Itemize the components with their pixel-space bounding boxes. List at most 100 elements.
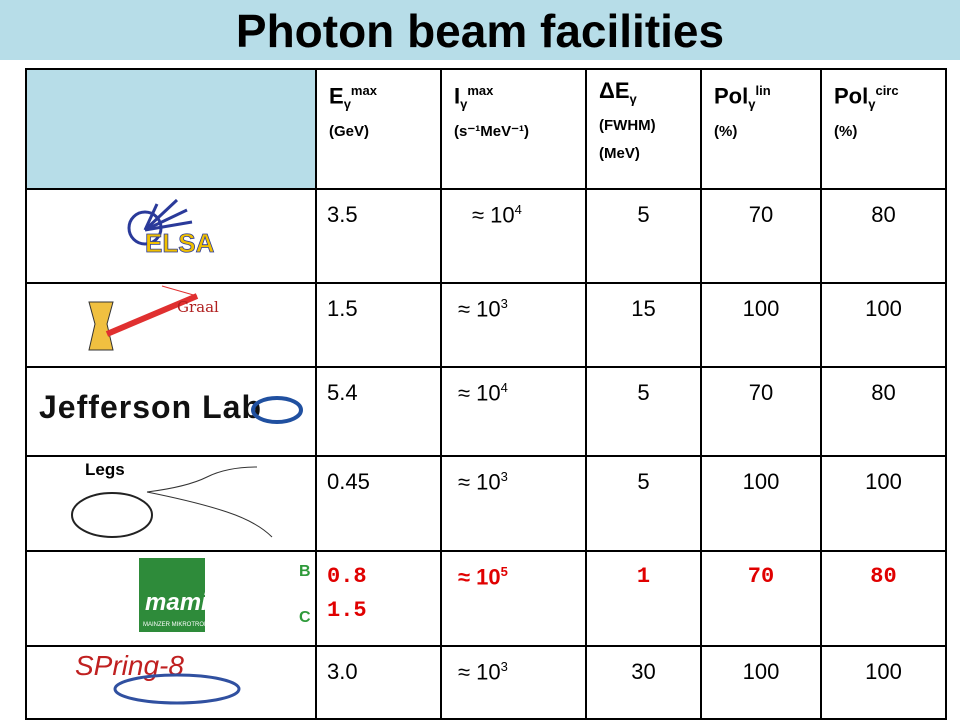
facility-cell: mami MAINZER MIKROTRON B C — [25, 550, 317, 647]
header-sub: γ — [748, 96, 756, 112]
facility-logo: mami MAINZER MIKROTRON B C — [139, 558, 311, 632]
intensity-exp: 4 — [514, 202, 522, 217]
intensity-exp: 4 — [500, 380, 508, 395]
logo-shape — [251, 396, 303, 424]
header-unit: (%) — [714, 122, 738, 140]
energy-cell: 3.0 — [315, 645, 442, 720]
logo-shape — [88, 301, 114, 351]
resolution-cell: 5 — [585, 366, 702, 457]
facility-logo: Legs — [71, 457, 273, 538]
facility-cell: Jefferson Lab — [25, 366, 317, 457]
logo-shape — [75, 457, 145, 481]
header-unit: (%) — [834, 122, 858, 140]
intensity-cell: ≈ 103 — [440, 645, 587, 720]
title-band — [0, 0, 960, 60]
intensity-base: ≈ 10 — [458, 380, 501, 406]
energy-value: 1.5 — [327, 598, 367, 623]
energy-cell: 1.5 — [315, 282, 442, 368]
intensity-cell: ≈ 103 — [440, 455, 587, 552]
header-unit: (MeV) — [599, 145, 640, 163]
resolution-cell: 1 — [585, 550, 702, 647]
intensity-exp: 5 — [500, 564, 508, 579]
pol-circ-cell: 80 — [820, 366, 947, 457]
facility-name: MAINZER MIKROTRON — [143, 622, 208, 628]
logo-shape — [113, 673, 241, 705]
intensity-cell: ≈ 104 — [440, 188, 587, 284]
facility-logo: Graal — [88, 285, 219, 351]
intensity-exp: 3 — [500, 469, 508, 484]
energy-cell: 3.5 — [315, 188, 442, 284]
intensity-base: ≈ 10 — [458, 659, 501, 685]
facility-name: B — [299, 563, 311, 580]
energy-cell: 0.8 1.5 — [315, 550, 442, 647]
facility-cell: Legs — [25, 455, 317, 552]
logo-shape — [105, 293, 199, 337]
intensity-cell: ≈ 103 — [440, 282, 587, 368]
energy-value: 0.8 — [327, 564, 367, 589]
facility-name: Legs — [85, 460, 125, 479]
pol-circ-cell: 100 — [820, 455, 947, 552]
pol-circ-cell: 100 — [820, 645, 947, 720]
header-cell: Eγmax (GeV) — [315, 68, 442, 190]
pol-circ-cell: 80 — [820, 550, 947, 647]
header-unit: (FWHM) — [599, 117, 656, 135]
pol-lin-cell: 100 — [700, 282, 822, 368]
resolution-cell: 30 — [585, 645, 702, 720]
header-corner — [25, 68, 317, 190]
energy-cell: 0.45 — [315, 455, 442, 552]
logo-shape — [71, 492, 153, 538]
header-symbol: E — [329, 83, 344, 109]
table-row: SPring-8 3.0 ≈ 103 30 100 100 — [25, 645, 947, 720]
facility-logo: SPring-8 — [75, 650, 241, 705]
facility-name: C — [299, 609, 311, 626]
energy-value: 5.4 — [327, 380, 358, 405]
facility-name: Jefferson Lab — [39, 389, 261, 425]
pol-lin-cell: 70 — [700, 550, 822, 647]
header-sup: max — [350, 83, 377, 98]
logo-shape — [144, 208, 188, 232]
header-sup: circ — [875, 83, 899, 98]
energy-cell: 5.4 — [315, 366, 442, 457]
facility-logo: Jefferson Lab — [39, 389, 303, 425]
header-sub: γ — [460, 96, 468, 112]
resolution-cell: 5 — [585, 188, 702, 284]
resolution-cell: 5 — [585, 455, 702, 552]
header-symbol: I — [454, 83, 461, 109]
facility-logo: ELSA — [127, 198, 215, 258]
facility-cell: ELSA — [25, 188, 317, 284]
facility-name: Graal — [177, 298, 219, 316]
pol-lin-cell: 70 — [700, 366, 822, 457]
facility-name: ELSA — [145, 228, 215, 258]
header-row: Eγmax (GeV) Iγmax (s⁻¹MeV⁻¹) ΔEγ (FWHM) (MeV) P… — [25, 68, 947, 190]
header-symbol: ΔE — [599, 78, 630, 103]
energy-value: 3.0 — [327, 659, 358, 684]
resolution-cell: 15 — [585, 282, 702, 368]
logo-shape — [143, 203, 159, 231]
pol-lin-cell: 70 — [700, 188, 822, 284]
header-sub: γ — [629, 91, 637, 107]
facility-table: Eγmax (GeV) Iγmax (s⁻¹MeV⁻¹) ΔEγ (FWHM) (MeV) P… — [25, 68, 947, 720]
table-row: Graal 1.5 ≈ 103 15 100 100 — [25, 282, 947, 368]
table-row: mami MAINZER MIKROTRON B C 0.8 1.5 ≈ 105 1 70 80 — [25, 550, 947, 647]
intensity-base: ≈ 10 — [458, 469, 501, 495]
intensity-exp: 3 — [500, 659, 508, 674]
header-sub: γ — [343, 96, 351, 112]
header-cell: Polγcirc (%) — [820, 68, 947, 190]
facility-name: mami — [145, 589, 209, 616]
logo-shape — [161, 285, 198, 297]
slide-title: Photon beam facilities — [235, 5, 725, 57]
table-row: Legs 0.45 ≈ 103 5 100 100 — [25, 455, 947, 552]
table-row: Jefferson Lab 5.4 ≈ 104 5 70 80 — [25, 366, 947, 457]
header-unit: (s⁻¹MeV⁻¹) — [454, 122, 529, 140]
pol-circ-cell: 80 — [820, 188, 947, 284]
header-sub: γ — [868, 96, 876, 112]
header-sup: max — [467, 83, 494, 98]
header-cell: ΔEγ (FWHM) (MeV) — [585, 68, 702, 190]
logo-shape — [139, 558, 205, 632]
intensity-base: ≈ 10 — [458, 296, 501, 322]
facility-cell: Graal — [25, 282, 317, 368]
logo-shape — [143, 198, 179, 232]
header-symbol: Pol — [834, 83, 869, 109]
header-symbol: Pol — [714, 83, 749, 109]
